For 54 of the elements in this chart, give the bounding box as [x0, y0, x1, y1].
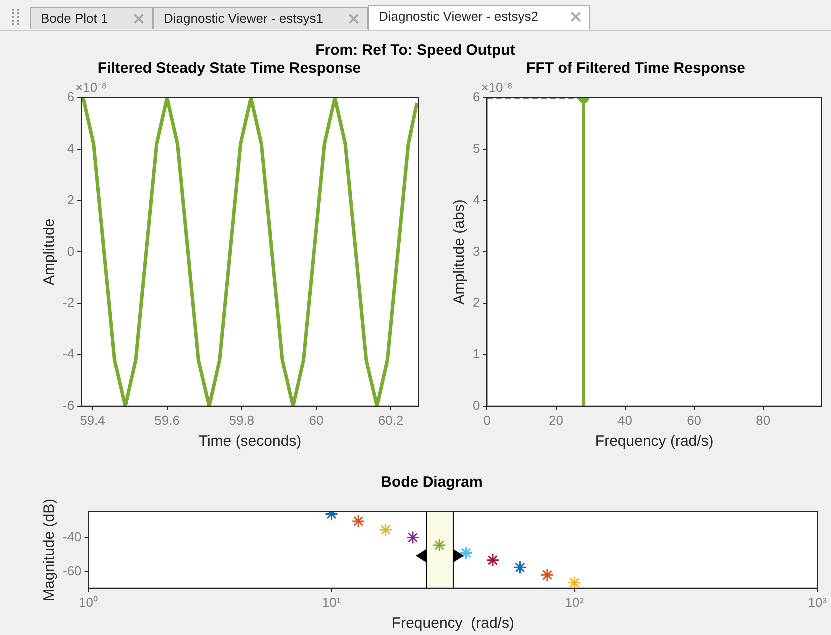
y-tick-label: 3 — [472, 244, 480, 259]
point — [568, 576, 582, 588]
y-tick-label: 1 — [472, 346, 480, 362]
x-tick-label: 59.4 — [80, 412, 106, 428]
point — [460, 546, 474, 560]
y-axis-title: Amplitude — [41, 218, 58, 286]
x-tick-label: 40 — [618, 412, 633, 428]
text: Diagnostic Viewer - estsys1 — [164, 11, 324, 26]
point — [513, 560, 527, 574]
text: Bode Plot 1 — [41, 11, 108, 26]
x-axis-title: Frequency (rad/s) — [595, 433, 714, 450]
y-tick-label: 2 — [67, 192, 75, 208]
chart-title: Bode Diagram — [381, 474, 483, 492]
point — [486, 554, 500, 568]
x-tick-label: 10² — [565, 594, 585, 610]
y-tick-label: 6 — [472, 90, 480, 105]
y-tick-label: -40 — [62, 529, 82, 544]
y-tick-label: 5 — [472, 140, 480, 156]
y-tick-label: -60 — [62, 564, 82, 579]
point — [406, 531, 420, 545]
y-axis-title: Amplitude (abs) — [451, 200, 468, 305]
x-tick-label: 10⁰ — [79, 594, 99, 610]
text: From: Ref To: Speed Output — [314, 42, 516, 59]
y-tick-label: 6 — [67, 90, 75, 105]
y-tick-label: -4 — [62, 346, 75, 362]
y-tick-label: -6 — [62, 398, 75, 413]
chart-title: Filtered Steady State Time Response — [98, 60, 362, 78]
y-tick-label: 4 — [472, 192, 480, 208]
chart-title: FFT of Filtered Time Response — [526, 60, 746, 78]
y-axis-title: Magnitude (dB) — [41, 498, 58, 602]
text: ×10⁻⁸ — [481, 80, 513, 96]
x-tick-label: 10¹ — [322, 594, 342, 610]
point — [540, 568, 554, 582]
x-tick-label: 20 — [549, 412, 564, 428]
text: ×10⁻⁸ — [76, 80, 108, 96]
y-tick-label: 0 — [67, 244, 75, 259]
text: Diagnostic Viewer - estsys2 — [379, 9, 538, 24]
x-tick-label: 0 — [484, 412, 491, 428]
y-tick-label: 0 — [472, 398, 480, 413]
point — [432, 538, 446, 552]
x-tick-label: 10³ — [808, 594, 828, 610]
point — [352, 514, 366, 528]
point — [379, 523, 393, 537]
x-tick-label: 60.2 — [378, 412, 404, 428]
x-axis-title: Time (seconds) — [198, 433, 302, 450]
y-tick-label: 2 — [472, 295, 480, 310]
x-tick-label: 60 — [687, 412, 702, 428]
x-tick-label: 59.6 — [154, 412, 180, 428]
x-tick-label: 80 — [756, 412, 771, 428]
y-tick-label: -2 — [62, 295, 75, 310]
x-tick-label: 59.8 — [229, 412, 255, 428]
x-tick-label: 60 — [309, 412, 324, 428]
y-tick-label: 4 — [67, 140, 75, 156]
x-axis-title: Frequency (rad/s) — [392, 615, 514, 632]
